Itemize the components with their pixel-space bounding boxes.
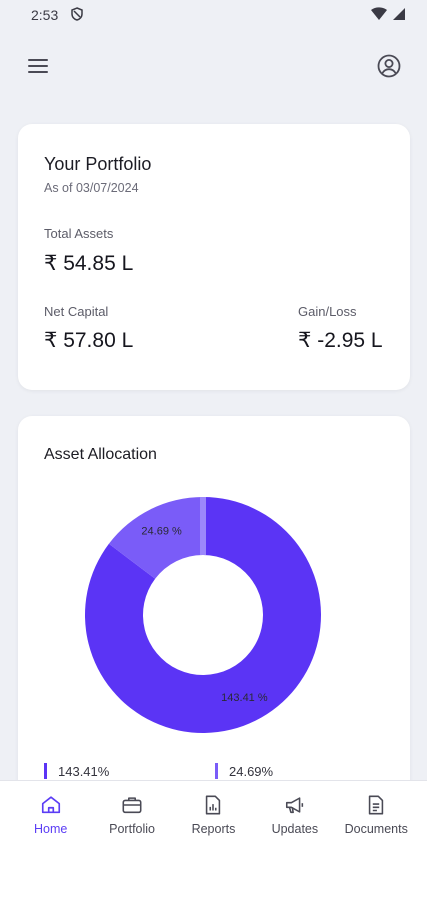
profile-icon[interactable] xyxy=(377,54,401,78)
chart-legend: 143.41% 24.69% xyxy=(44,763,386,779)
legend-label: 143.41% xyxy=(58,763,110,779)
status-time: 2:53 xyxy=(31,7,59,23)
asset-allocation-card: Asset Allocation 143.41 % 24.69 % 143.41%… xyxy=(18,416,410,796)
system-gesture-area xyxy=(0,848,427,900)
legend-swatch xyxy=(215,763,218,779)
document-icon xyxy=(369,795,384,815)
nav-label-portfolio: Portfolio xyxy=(109,822,155,836)
signal-icon xyxy=(391,7,405,24)
asset-allocation-title: Asset Allocation xyxy=(44,446,157,463)
nav-item-updates[interactable]: Updates xyxy=(256,781,334,848)
legend-item: 143.41% xyxy=(44,763,215,779)
total-assets-label: Total Assets xyxy=(44,226,114,241)
bottom-nav: Home Portfolio Reports Updates Documents xyxy=(0,780,427,848)
gain-loss-label: Gain/Loss xyxy=(298,304,357,319)
megaphone-icon xyxy=(285,797,303,814)
wifi-icon xyxy=(371,6,387,24)
menu-icon[interactable] xyxy=(26,54,50,78)
nav-label-updates: Updates xyxy=(271,822,319,836)
shield-icon xyxy=(70,6,84,24)
status-icons xyxy=(371,6,405,24)
nav-label-documents: Documents xyxy=(344,822,408,836)
net-capital-value: ₹ 57.80 L xyxy=(44,329,134,352)
legend-label: 24.69% xyxy=(229,763,274,779)
app-bar xyxy=(0,50,427,82)
slice-label: 143.41 % xyxy=(221,692,268,704)
status-bar: 2:53 xyxy=(0,0,427,30)
briefcase-icon xyxy=(122,797,142,814)
legend-swatch xyxy=(44,763,47,779)
report-icon xyxy=(206,795,221,815)
total-assets-value: ₹ 54.85 L xyxy=(44,252,134,275)
gain-loss-value: ₹ -2.95 L xyxy=(298,329,383,352)
legend-item: 24.69% xyxy=(215,763,386,779)
donut-slice[interactable] xyxy=(108,497,203,579)
net-capital-label: Net Capital xyxy=(44,304,109,319)
nav-item-documents[interactable]: Documents xyxy=(337,781,415,848)
portfolio-card: Your Portfolio As of 03/07/2024 Total As… xyxy=(18,124,410,390)
nav-item-home[interactable]: Home xyxy=(12,781,90,848)
nav-label-home: Home xyxy=(34,822,68,836)
donut-slice[interactable] xyxy=(85,497,322,733)
nav-item-portfolio[interactable]: Portfolio xyxy=(93,781,171,848)
allocation-donut-chart: 143.41 % 24.69 % xyxy=(85,497,322,733)
slice-label: 24.69 % xyxy=(141,526,182,538)
nav-label-reports: Reports xyxy=(191,822,236,836)
portfolio-title: Your Portfolio xyxy=(44,154,152,174)
as-of-date: As of 03/07/2024 xyxy=(44,181,139,195)
home-icon xyxy=(41,796,60,814)
nav-item-reports[interactable]: Reports xyxy=(174,781,252,848)
